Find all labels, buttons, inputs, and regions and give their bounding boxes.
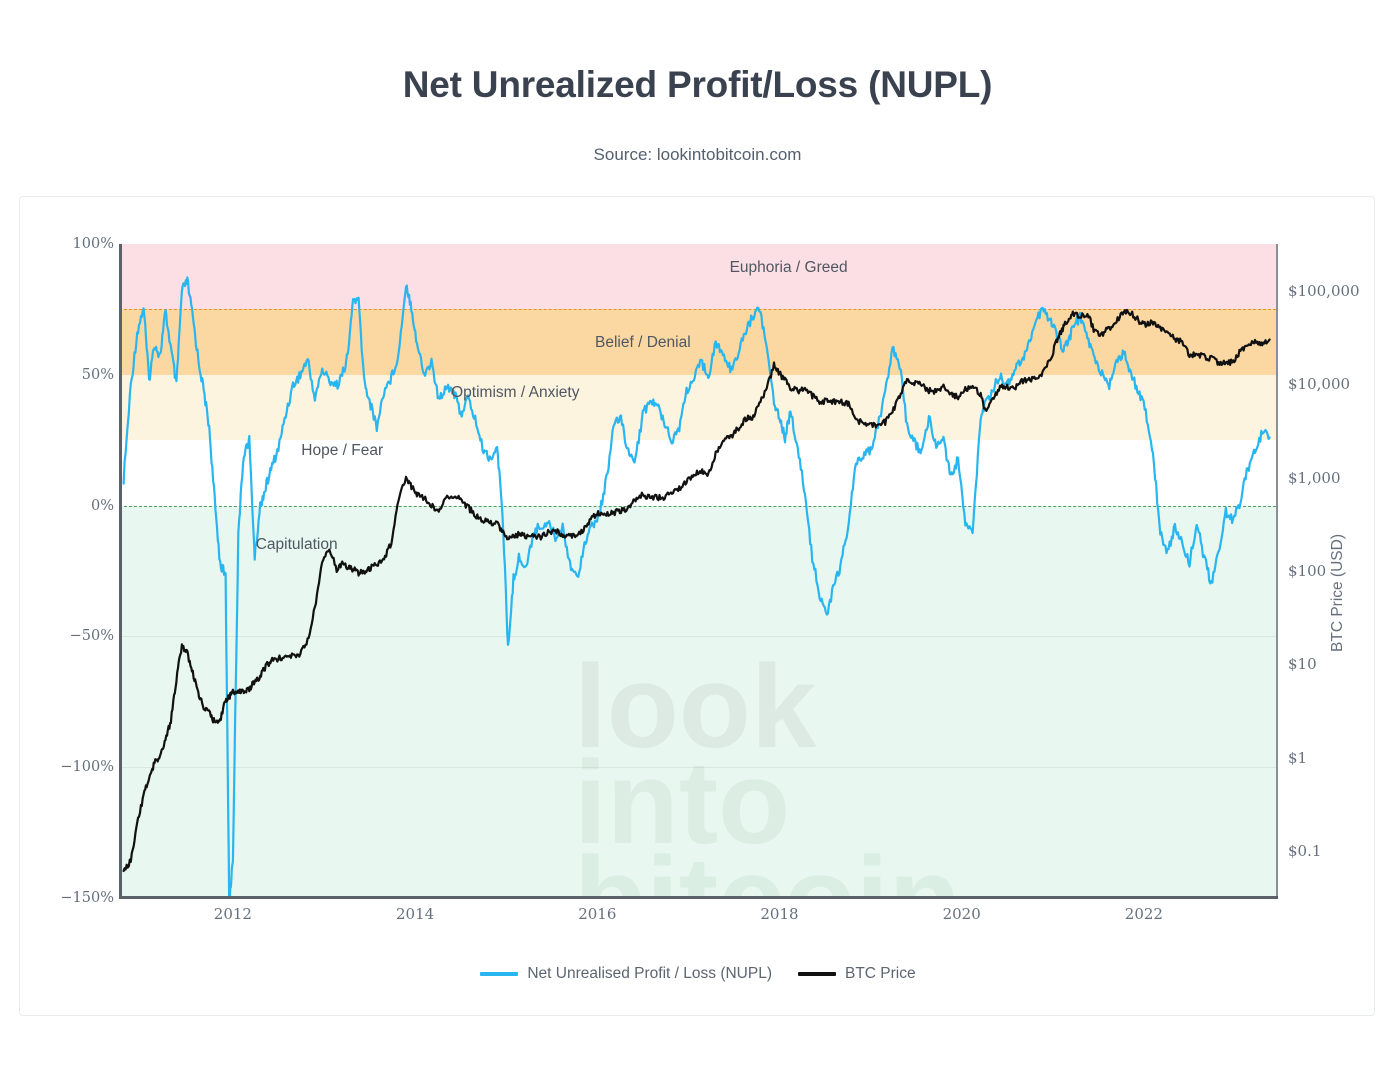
legend-swatch (480, 972, 519, 976)
y-axis-left-tick: −100% (60, 759, 114, 776)
series-layer (122, 276, 1271, 898)
zone-label-hope-fear: Hope / Fear (301, 441, 384, 459)
legend-label: Net Unrealised Profit / Loss (NUPL) (527, 965, 772, 982)
plot-area[interactable]: lookintobitcoin (119, 244, 1276, 898)
y-axis-left-tick: 100% (72, 236, 114, 252)
gridline (119, 636, 1276, 638)
series-line-btc-price (122, 308, 1271, 873)
band-euphoria-greed (119, 244, 1276, 310)
x-axis-tick: 2012 (213, 905, 252, 923)
zone-label-euphoria-greed: Euphoria / Greed (729, 258, 848, 276)
y-axis-right-line (1276, 244, 1278, 898)
chart-source: Source: lookintobitcoin.com (593, 145, 802, 164)
threshold-line-0 (119, 505, 1276, 507)
zone-label-capitulation: Capitulation (255, 535, 338, 553)
x-axis-tick: 2014 (395, 905, 435, 923)
band-belief-denial (119, 309, 1276, 375)
y-axis-right-label: BTC Price (USD) (1329, 534, 1346, 652)
chart-card: lookintobitcoin 100%50%0%−50%−100%−150% … (19, 196, 1375, 1016)
legend-item[interactable]: BTC Price (798, 965, 916, 983)
y-axis-left-tick: −150% (60, 890, 114, 906)
legend-swatch (798, 972, 836, 976)
x-axis-tick: 2018 (760, 905, 799, 923)
x-axis-line (119, 896, 1278, 899)
y-axis-right-tick: $100 (1288, 561, 1327, 580)
y-axis-right-tick: $1,000 (1288, 468, 1341, 487)
legend-item[interactable]: Net Unrealised Profit / Loss (NUPL) (480, 965, 772, 983)
x-axis-tick: 2016 (578, 905, 617, 923)
x-axis-tick: 2022 (1124, 905, 1163, 923)
y-axis-right-tick: $10,000 (1288, 375, 1351, 394)
y-axis-right-tick: $1 (1288, 748, 1308, 767)
y-axis-left-line (119, 244, 122, 898)
chart-legend: Net Unrealised Profit / Loss (NUPL) BTC P… (20, 965, 1376, 983)
zone-label-belief-denial: Belief / Denial (595, 334, 691, 352)
y-axis-right-tick: $100,000 (1288, 281, 1360, 300)
y-axis-right-tick: $10 (1288, 655, 1317, 674)
y-axis-right-tick: $0.1 (1288, 842, 1322, 861)
threshold-line-75 (119, 309, 1276, 311)
plot-wrapper: lookintobitcoin 100%50%0%−50%−100%−150% … (20, 197, 1376, 1017)
zone-label-optimism-anxiety: Optimism / Anxiety (451, 384, 580, 402)
y-axis-left-tick: 50% (81, 366, 114, 383)
y-axis-left-tick: 0% (90, 497, 114, 514)
series-line-nupl (122, 276, 1271, 898)
y-axis-left-tick: −50% (69, 628, 114, 645)
x-axis-tick: 2020 (942, 905, 981, 923)
gridline (119, 767, 1276, 769)
legend-label: BTC Price (845, 965, 916, 982)
page-title: Net Unrealized Profit/Loss (NUPL) (402, 64, 993, 105)
band-capitulation (119, 505, 1276, 898)
